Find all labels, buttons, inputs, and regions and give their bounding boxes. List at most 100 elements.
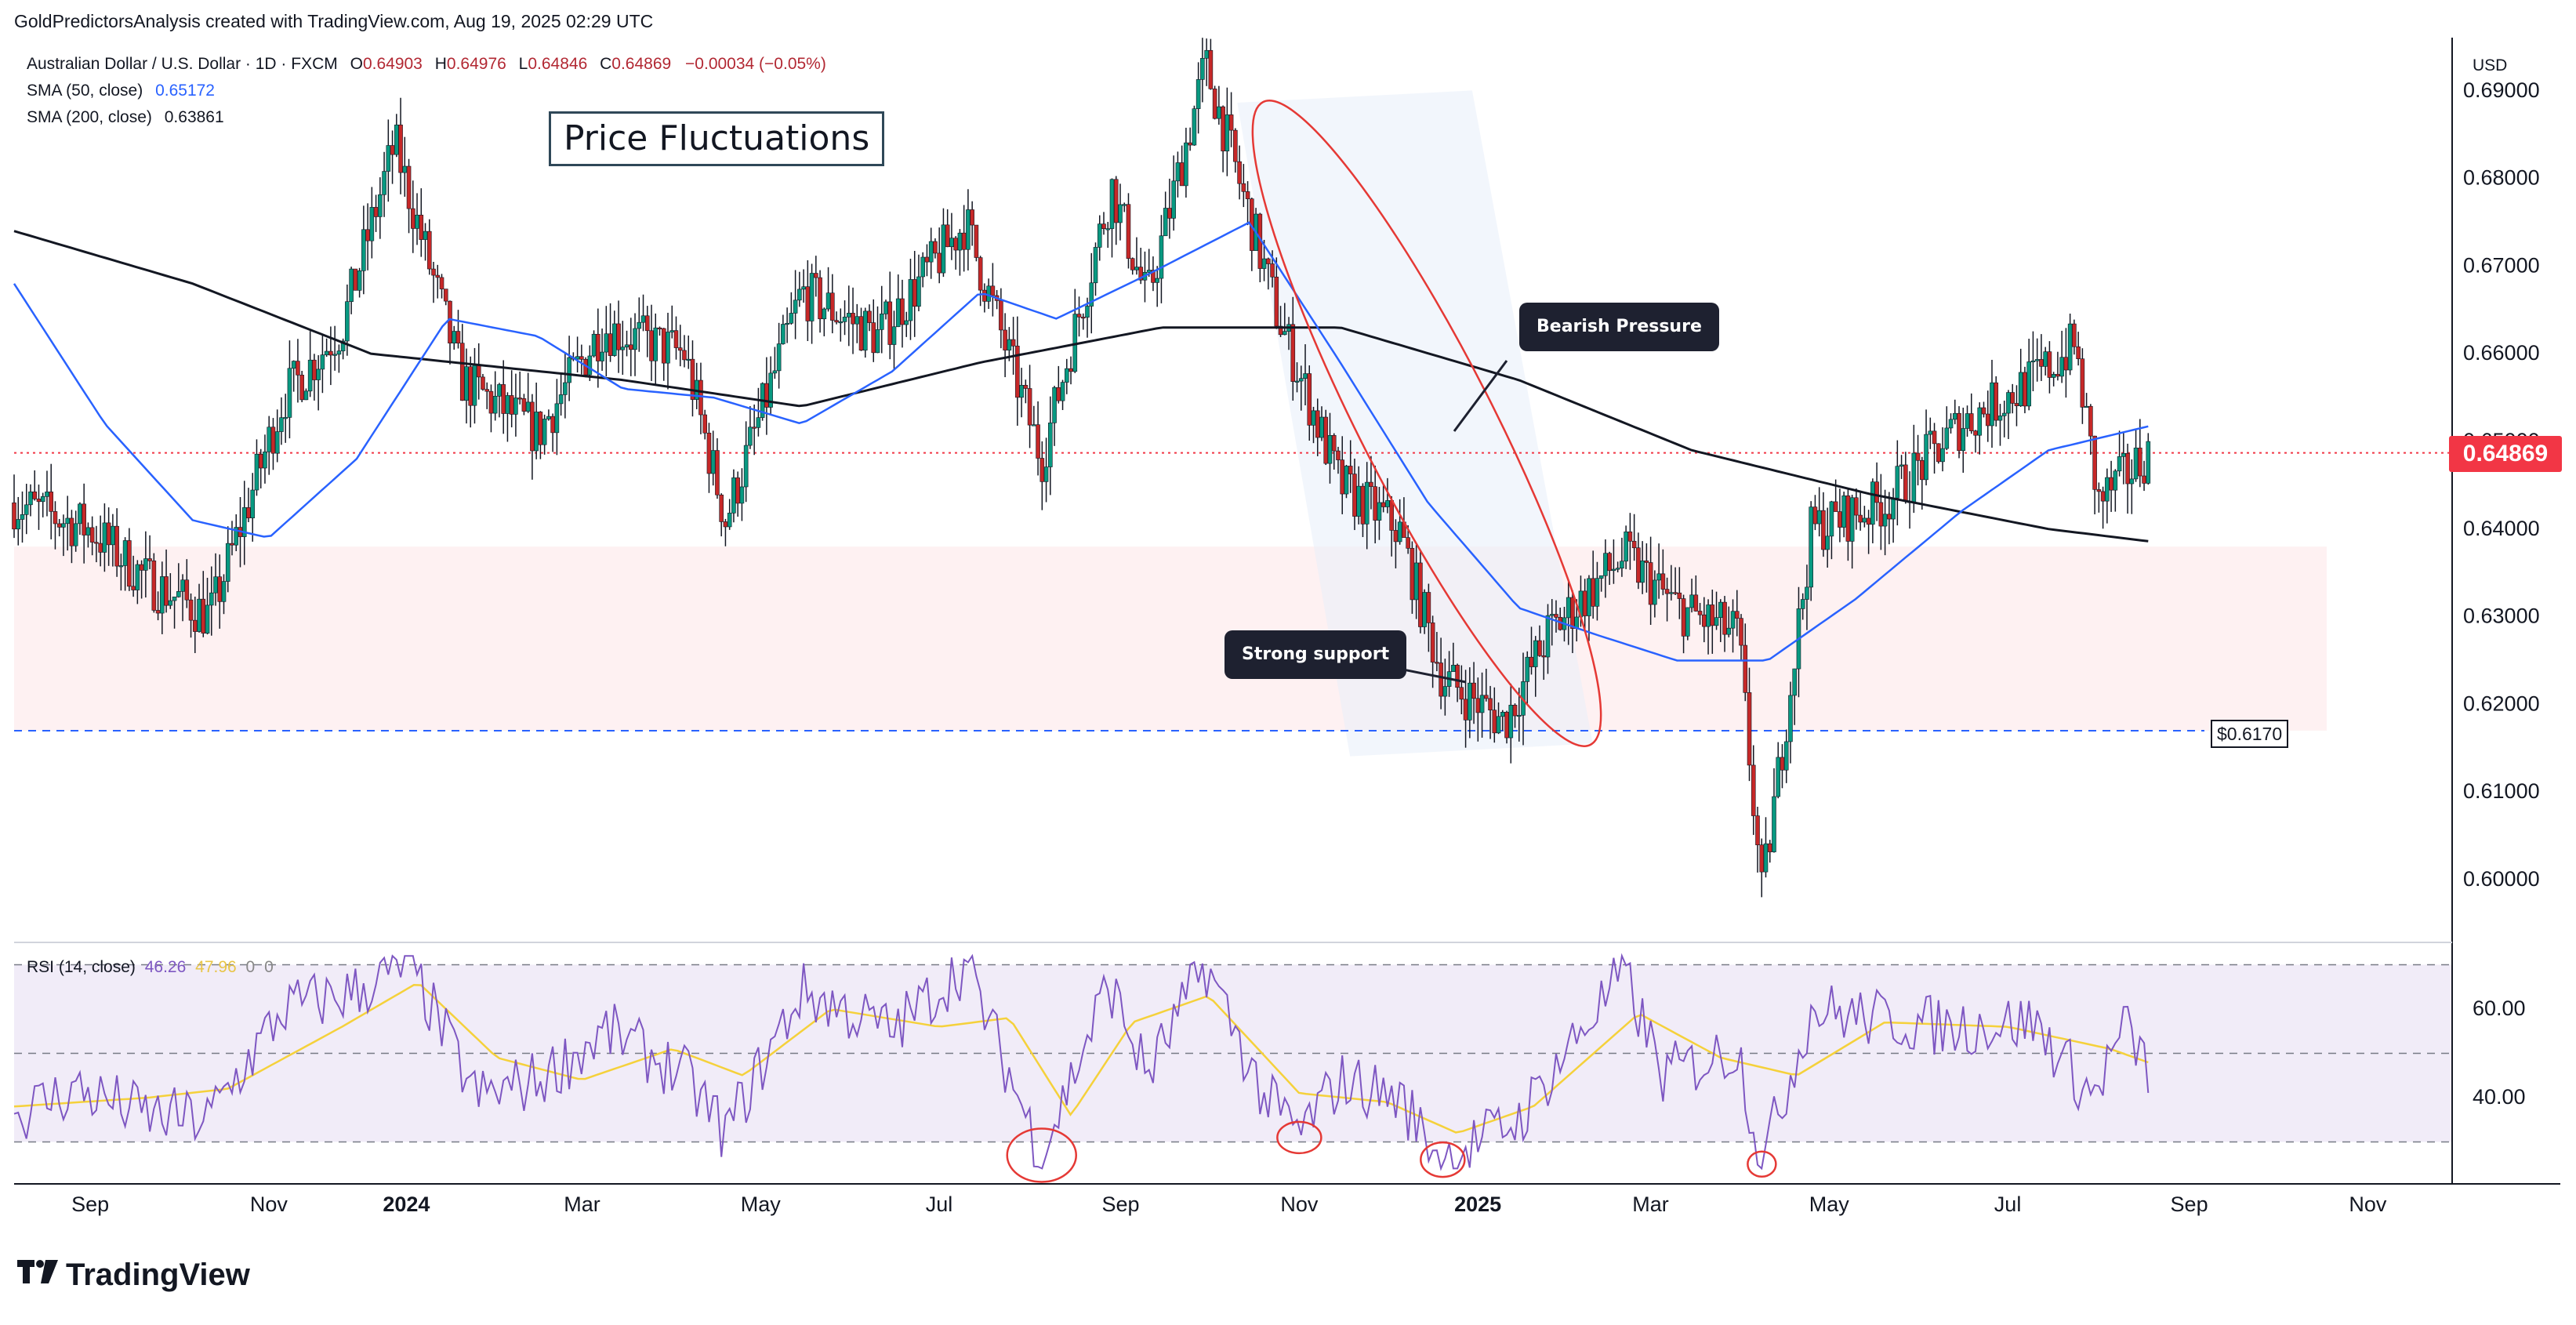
candle (1134, 237, 1139, 275)
candle (1915, 434, 1921, 486)
candle (312, 354, 317, 401)
candle-body (809, 273, 815, 321)
sma50-legend[interactable]: SMA (50, close) 0.65172 (27, 82, 215, 100)
candle-body (1997, 416, 2003, 421)
candle (114, 508, 119, 577)
candle (1620, 537, 1624, 577)
candle (616, 300, 621, 373)
instrument-name[interactable]: Australian Dollar / U.S. Dollar · 1D · F… (27, 55, 338, 73)
candle (2125, 443, 2130, 514)
candle (2023, 366, 2027, 414)
candle-body (2030, 360, 2036, 362)
candle (1924, 409, 1928, 486)
candle (1660, 549, 1666, 596)
candle-body (1200, 58, 1205, 80)
candle-body (336, 350, 342, 355)
candle (1151, 256, 1156, 292)
candle-body (1812, 506, 1818, 525)
candle (1895, 440, 1900, 526)
tradingview-logo[interactable]: TradingView (17, 1258, 250, 1293)
candle (1233, 128, 1238, 173)
candle (1940, 427, 1945, 472)
candle-body (1274, 276, 1279, 327)
candle-body (254, 453, 259, 491)
oversold-circle (1276, 1120, 1322, 1155)
candle (694, 362, 699, 409)
time-tick-label: Jul (926, 1192, 953, 1216)
candle (45, 470, 49, 517)
candle (781, 314, 785, 345)
candle (1607, 551, 1612, 586)
candle (1109, 178, 1115, 258)
candle (53, 501, 58, 550)
candle-body (846, 313, 851, 318)
candle (336, 344, 342, 373)
candle-body (1019, 385, 1024, 398)
candle (1426, 583, 1431, 652)
candle (1809, 501, 1813, 601)
candle (2138, 419, 2142, 488)
candle-body (2072, 323, 2077, 347)
candle (1816, 487, 1822, 537)
candle-body (604, 333, 609, 353)
candle-body (464, 366, 469, 401)
candle (287, 340, 292, 439)
candle-body (492, 396, 498, 414)
candle (209, 566, 214, 636)
candle-body (1516, 714, 1522, 717)
candle-body (706, 432, 712, 474)
candle (1212, 85, 1217, 120)
strong-support-callout[interactable]: Strong support (1225, 630, 1407, 679)
candle (558, 373, 564, 416)
candle-body (1780, 757, 1785, 771)
candle (789, 292, 794, 325)
candle-body (386, 145, 391, 172)
rsi-legend[interactable]: RSI (14, close) 46.26 47.96 0 0 (27, 958, 274, 977)
candle (1739, 614, 1743, 661)
open-label: O (350, 55, 363, 73)
candle-body (2129, 478, 2135, 485)
candle-body (1891, 497, 1896, 520)
candle (1697, 603, 1703, 625)
candle-body (106, 522, 111, 546)
candle (612, 310, 617, 357)
candle-body (1677, 592, 1682, 599)
chart-title-box[interactable]: Price Fluctuations (549, 111, 885, 166)
currency-label[interactable]: USD (2473, 56, 2508, 74)
rsi-tick-label: 60.00 (2473, 996, 2526, 1020)
candle-body (36, 499, 42, 503)
candle (415, 193, 419, 245)
candle-body (328, 350, 333, 356)
candle-body (1611, 568, 1616, 572)
candle-body (85, 527, 91, 535)
sma200-legend[interactable]: SMA (200, close) 0.63861 (27, 108, 224, 127)
candle-body (1500, 712, 1505, 717)
candle (1496, 702, 1501, 735)
candle-body (452, 331, 457, 343)
candle-body (2138, 448, 2142, 477)
candle-body (1468, 682, 1472, 721)
candle-body (1442, 686, 1448, 697)
candle-body (180, 579, 185, 592)
candle-body (1410, 548, 1415, 601)
candle-body (283, 417, 288, 419)
candle-body (1373, 486, 1377, 521)
candle (575, 336, 580, 373)
candle (1010, 317, 1016, 375)
candle (1821, 492, 1826, 557)
candle-body (1060, 382, 1065, 401)
candle (1631, 514, 1637, 561)
candle-body (439, 277, 444, 289)
candle-body (1085, 306, 1090, 318)
candle-body (1076, 314, 1082, 318)
candle (1184, 127, 1188, 198)
candle-body (1426, 592, 1431, 623)
bearish-pressure-callout[interactable]: Bearish Pressure (1519, 303, 1719, 351)
last-price-badge[interactable]: 0.64869 (2449, 436, 2562, 472)
candle (1364, 462, 1370, 550)
candle (1377, 487, 1382, 540)
candle (2105, 468, 2110, 524)
candle-body (1228, 114, 1234, 131)
support-level-label[interactable]: $0.6170 (2211, 720, 2289, 748)
